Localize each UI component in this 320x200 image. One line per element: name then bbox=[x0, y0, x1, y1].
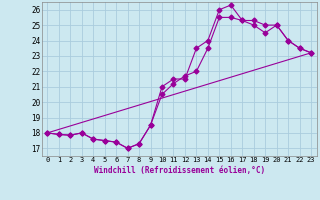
X-axis label: Windchill (Refroidissement éolien,°C): Windchill (Refroidissement éolien,°C) bbox=[94, 166, 265, 175]
